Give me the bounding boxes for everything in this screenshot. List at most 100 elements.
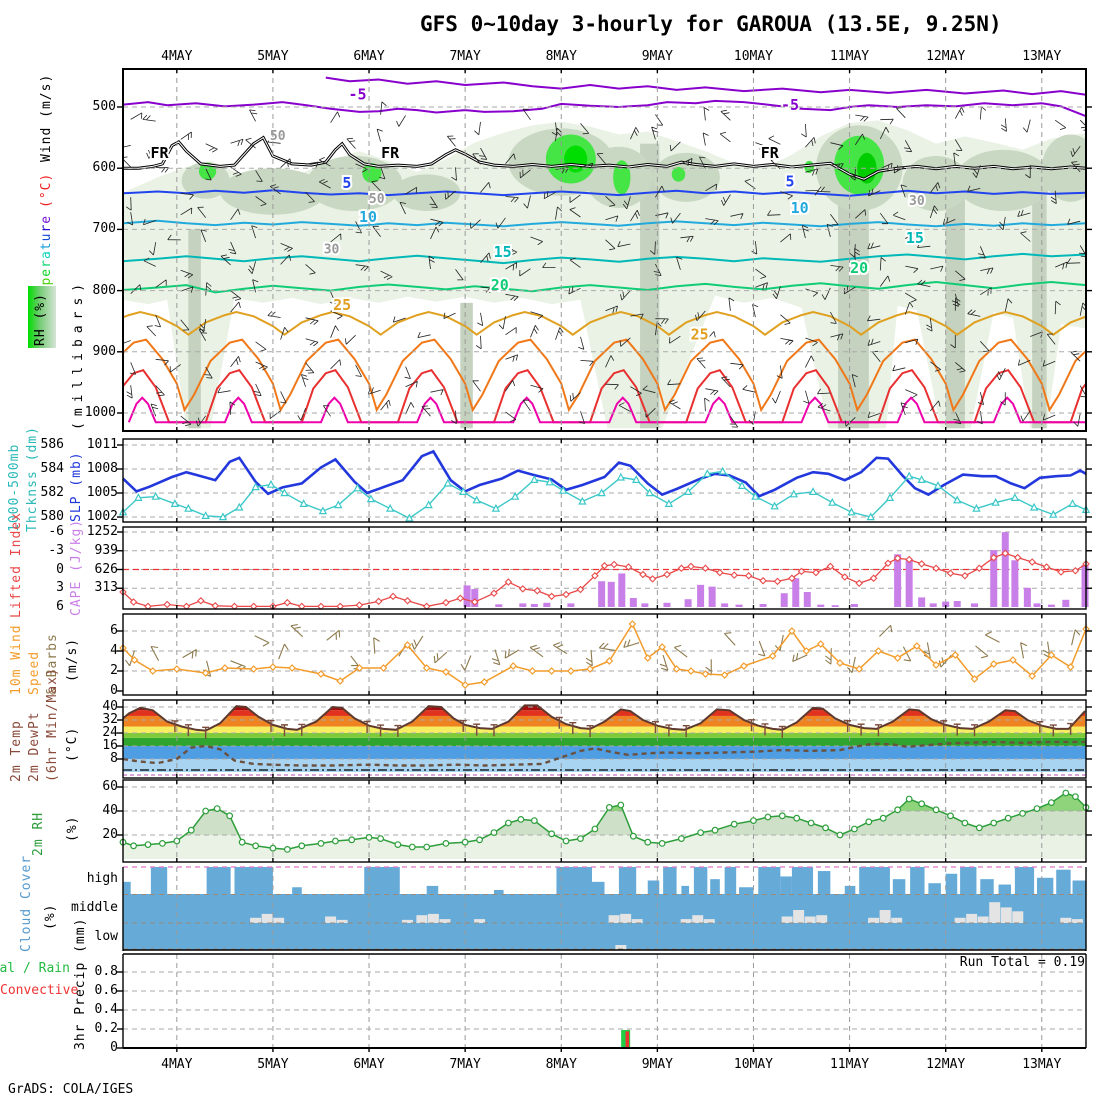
middle-cloud-bar (474, 919, 486, 923)
svg-text:10: 10 (791, 199, 809, 217)
minmax-whisker (844, 720, 852, 733)
cape-bar (607, 581, 615, 607)
middle-cloud-bar (781, 916, 793, 923)
minmax-whisker (940, 720, 948, 733)
high-cloud-bar (780, 876, 792, 894)
pressure-tick: 500 (92, 99, 116, 114)
cape-bar (684, 599, 692, 607)
cape-bar (463, 585, 471, 607)
high-cloud-bar (928, 883, 941, 894)
wind-speed-line (122, 622, 1087, 686)
high-cloud-bar (758, 867, 781, 894)
cape-bar (817, 604, 825, 607)
panel-2m-temp (117, 699, 1092, 779)
cape-bar (721, 603, 729, 607)
minmax-whisker (202, 726, 210, 739)
high-cloud-bar (998, 884, 1012, 894)
high-cloud-bar (292, 887, 302, 894)
middle-cloud-bar (1071, 919, 1083, 923)
cape-bar (519, 603, 527, 607)
minmax-whisker (569, 722, 577, 735)
precip-tick: 0.4 (94, 1002, 118, 1017)
middle-cloud-bar (250, 917, 262, 923)
high-cloud-bar (206, 867, 231, 894)
thickness-tick: 584 (40, 461, 64, 476)
middle-cloud-bar (427, 913, 439, 923)
svg-text:FR: FR (150, 144, 169, 162)
cloud-row-high: high (86, 871, 118, 886)
pressure-tick: 600 (92, 160, 116, 176)
li-tick: 3 (56, 580, 64, 596)
cape-bar (942, 601, 950, 607)
pressure-tick: 800 (92, 282, 116, 298)
cape-bar (792, 578, 800, 607)
minmax-whisker (1036, 720, 1044, 734)
cape-bar (1047, 604, 1055, 607)
cape-bar (990, 550, 998, 607)
svg-text:15: 15 (494, 243, 512, 261)
temp-tick: 40 (102, 699, 118, 714)
high-cloud-bar (150, 867, 168, 894)
svg-text:20: 20 (491, 276, 509, 294)
middle-cloud-bar (954, 917, 966, 923)
cape-bar (567, 603, 575, 607)
minmax-whisker (377, 724, 385, 737)
middle-cloud-bar (966, 913, 978, 923)
convective-bar (625, 1031, 630, 1048)
svg-text:5: 5 (785, 173, 794, 191)
date-label-top: 9MAY (641, 49, 673, 64)
middle-cloud-bar (680, 919, 692, 923)
svg-text:10: 10 (359, 208, 377, 226)
minmax-whisker (682, 725, 690, 738)
panel-upper-air: 50 50 30 30 -5 -5 5 5 10 10 15 15 20 20 25 25 FR FR FR (117, 68, 1092, 432)
rh-shading-legend (28, 286, 56, 348)
cape-tick: 939 (94, 542, 118, 558)
cape-bar (831, 605, 839, 607)
cape-bar (918, 597, 926, 607)
slp-tick: 1011 (86, 437, 118, 452)
cape-bar (1081, 565, 1089, 607)
temp-tick: 8 (110, 751, 118, 766)
high-cloud-bar (980, 879, 994, 894)
cape-tick: 1252 (86, 524, 118, 539)
li-tick: -3 (48, 542, 64, 558)
cape-bar (495, 604, 503, 607)
middle-cloud-bar (989, 902, 1001, 923)
cape-bar (1033, 603, 1041, 607)
high-cloud-bar (556, 867, 593, 894)
middle-cloud-bar (273, 917, 285, 923)
middle-cloud-bar (325, 916, 337, 923)
grads-credit: GrADS: COLA/IGES (8, 1082, 134, 1097)
temp-tick: 24 (102, 725, 118, 740)
high-cloud-bar (945, 873, 958, 894)
date-label-top: 13MAY (1022, 49, 1062, 64)
date-label-bottom: 10MAY (733, 1057, 774, 1072)
date-label-top: 5MAY (257, 49, 289, 64)
minmax-whisker (473, 723, 481, 736)
cape-bar (663, 602, 671, 607)
minmax-whisker (761, 723, 769, 736)
cape-bar (905, 559, 913, 607)
cape-bar (697, 584, 705, 607)
middle-cloud-bar (1012, 911, 1024, 923)
cape-bar (618, 573, 626, 607)
middle-cloud-bar (401, 919, 413, 923)
cape-bar (735, 604, 743, 607)
middle-cloud-bar (336, 919, 348, 923)
cape-bar (953, 601, 961, 607)
middle-cloud-bar (439, 919, 451, 923)
middle-cloud-bar (1000, 907, 1012, 923)
high-cloud-bar (123, 881, 131, 894)
high-cloud-bar (426, 885, 439, 894)
middle-cloud-bar (879, 910, 891, 923)
precip-tick: 0 (110, 1040, 118, 1055)
wind-tick: 4 (110, 643, 118, 658)
high-cloud-bar (910, 867, 925, 894)
temp-tick: 32 (102, 712, 118, 727)
middle-cloud-bar (631, 919, 643, 923)
middle-cloud-bar (977, 916, 989, 923)
cape-bar (894, 554, 902, 607)
high-cloud-bar (791, 867, 814, 894)
middle-cloud-bar (608, 915, 620, 923)
high-cloud-bar (817, 871, 831, 894)
